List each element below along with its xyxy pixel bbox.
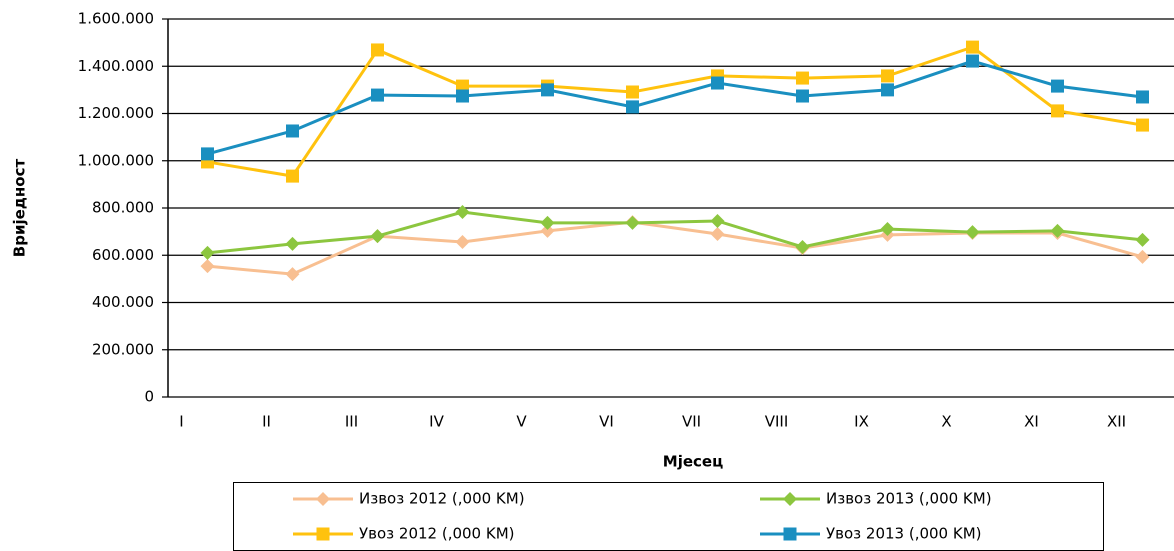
marker: [880, 222, 895, 237]
marker: [626, 100, 639, 114]
y-axis-label: Вриједност: [11, 159, 29, 258]
legend-label: Извоз 2012 (,000 KM): [359, 490, 525, 508]
marker: [455, 205, 470, 220]
marker: [881, 83, 894, 97]
x-tick-label: III: [345, 413, 358, 431]
marker: [1050, 223, 1065, 238]
x-tick-label: X: [941, 413, 951, 431]
marker: [1135, 249, 1150, 264]
x-tick-label: I: [179, 413, 183, 431]
marker: [286, 124, 299, 138]
marker: [1136, 118, 1149, 132]
y-tick-label: 600.000: [92, 246, 154, 264]
marker: [625, 215, 640, 230]
marker: [200, 259, 215, 274]
marker: [540, 215, 555, 230]
series-line: [207, 210, 1143, 255]
x-tick-label: II: [262, 413, 271, 431]
y-tick-label: 1.200.000: [78, 104, 154, 122]
y-tick-label: 400.000: [92, 293, 154, 311]
y-tick-label: 800.000: [92, 199, 154, 217]
x-tick-label: XI: [1024, 413, 1039, 431]
marker: [881, 69, 894, 83]
marker: [285, 236, 300, 251]
x-tick-label: IX: [854, 413, 869, 431]
marker: [540, 223, 555, 238]
legend-label: Извоз 2013 (,000 KM): [826, 490, 992, 508]
x-axis-label: Мјесец: [663, 453, 723, 471]
marker: [795, 239, 810, 254]
series-line: [207, 59, 1143, 156]
marker: [783, 527, 797, 541]
series-line: [207, 45, 1143, 178]
marker: [1135, 232, 1150, 247]
x-tick-label: VII: [682, 413, 701, 431]
x-tick-label: VI: [599, 413, 614, 431]
series-line: [207, 220, 1143, 276]
marker: [966, 54, 979, 68]
marker: [966, 40, 979, 54]
legend-label: Увоз 2013 (,000 KM): [826, 525, 982, 543]
marker: [710, 213, 725, 228]
marker: [371, 88, 384, 102]
marker: [285, 267, 300, 282]
marker: [796, 89, 809, 103]
marker: [316, 492, 330, 506]
x-tick-label: VIII: [765, 413, 789, 431]
legend-label: Увоз 2012 (,000 KM): [359, 525, 515, 543]
marker: [710, 226, 725, 241]
marker: [711, 76, 724, 90]
y-tick-label: 0: [144, 388, 154, 406]
marker: [1051, 104, 1064, 118]
marker: [286, 169, 299, 183]
y-tick-label: 200.000: [92, 340, 154, 358]
marker: [370, 229, 385, 244]
x-tick-label: V: [516, 413, 527, 431]
x-tick-label: XII: [1107, 413, 1126, 431]
marker: [626, 85, 639, 99]
marker: [200, 245, 215, 260]
marker: [1136, 90, 1149, 104]
x-tick-label: IV: [429, 413, 444, 431]
marker: [783, 492, 797, 506]
y-tick-label: 1.600.000: [78, 10, 154, 28]
marker: [456, 89, 469, 103]
marker: [965, 225, 980, 240]
y-tick-label: 1.000.000: [78, 151, 154, 169]
marker: [1051, 79, 1064, 93]
marker: [796, 71, 809, 85]
marker: [371, 43, 384, 57]
marker: [316, 527, 330, 541]
marker: [541, 83, 554, 97]
marker: [455, 235, 470, 250]
marker: [201, 147, 214, 161]
marker: [456, 79, 469, 93]
y-tick-label: 1.400.000: [78, 57, 154, 75]
